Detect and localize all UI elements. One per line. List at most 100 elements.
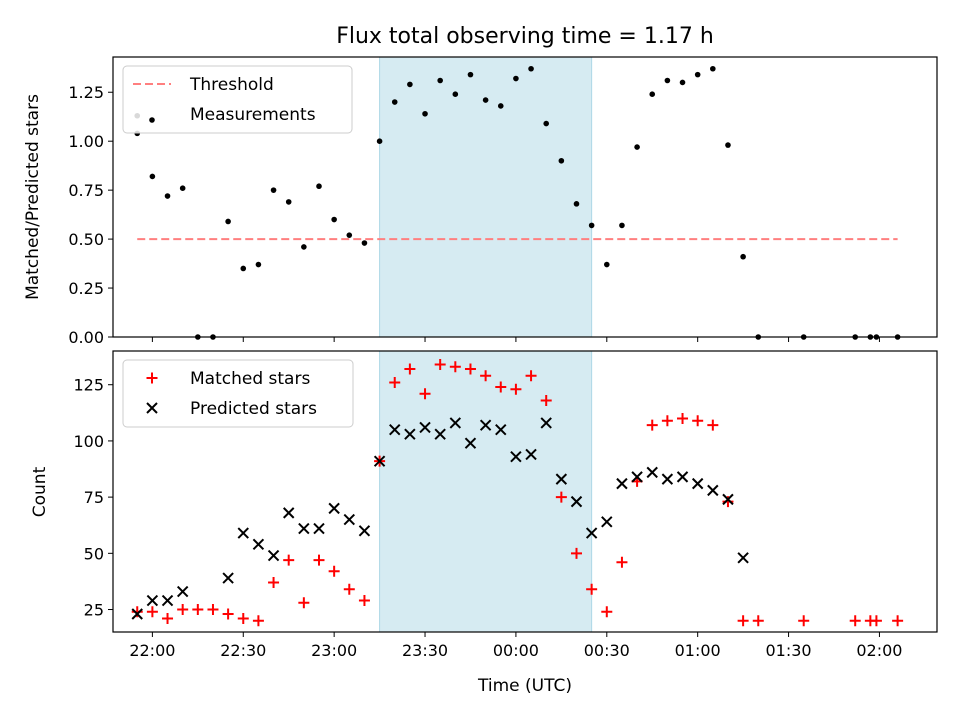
matched-stars-point bbox=[464, 363, 476, 375]
matched-stars-point bbox=[449, 361, 461, 373]
predicted-stars-point bbox=[146, 594, 159, 607]
x-tick-label: 02:00 bbox=[856, 641, 902, 660]
predicted-stars-point bbox=[282, 507, 295, 519]
measurement-point bbox=[603, 261, 610, 268]
measurement-point bbox=[376, 138, 383, 144]
matched-stars-point bbox=[540, 394, 552, 406]
predicted-stars-point bbox=[419, 421, 431, 434]
matched-stars-point bbox=[328, 565, 340, 577]
predicted-stars-point bbox=[691, 477, 704, 490]
predicted-stars-point bbox=[510, 450, 522, 463]
matched-stars-point bbox=[586, 583, 598, 595]
bottom-observing-window bbox=[379, 350, 593, 633]
measurement-point bbox=[634, 144, 640, 150]
top-legend bbox=[122, 65, 353, 134]
measurement-point bbox=[346, 232, 353, 238]
x-tick-label: 22:00 bbox=[129, 641, 175, 660]
measurement-point bbox=[588, 222, 595, 229]
measurement-point bbox=[482, 97, 489, 103]
predicted-stars-point bbox=[222, 572, 234, 584]
measurement-point bbox=[619, 222, 625, 229]
bottom-y-tick-label: 75 bbox=[84, 488, 104, 507]
predicted-stars-point bbox=[570, 495, 583, 508]
measurement-point bbox=[649, 91, 656, 98]
matched-stars-point bbox=[571, 547, 582, 559]
matched-stars-point bbox=[677, 412, 689, 424]
matched-stars-point bbox=[404, 363, 416, 375]
measurement-point bbox=[391, 99, 398, 105]
legend-label-matched-stars: Matched stars bbox=[190, 369, 310, 389]
predicted-stars-point bbox=[343, 513, 356, 526]
measurement-point bbox=[361, 240, 368, 246]
predicted-stars-point bbox=[631, 471, 643, 483]
matched-stars-point bbox=[434, 358, 446, 370]
legend-matched-swatch bbox=[146, 372, 158, 384]
matched-stars-point bbox=[692, 415, 704, 427]
predicted-stars-point bbox=[555, 473, 568, 485]
matched-stars-point bbox=[313, 554, 325, 566]
matched-stars-point bbox=[268, 577, 280, 589]
predicted-stars-point bbox=[676, 471, 689, 483]
measurement-point bbox=[740, 253, 746, 260]
top-y-axis-label: Matched/Predicted stars bbox=[23, 94, 43, 300]
matched-stars-point bbox=[343, 583, 355, 595]
predicted-stars-point bbox=[328, 502, 340, 515]
matched-stars-point bbox=[510, 383, 522, 395]
legend-measurements-swatch bbox=[149, 117, 155, 123]
predicted-stars-point bbox=[661, 473, 674, 485]
x-tick-label: 00:00 bbox=[493, 641, 539, 660]
matched-stars-point bbox=[752, 615, 764, 627]
matched-stars-point bbox=[162, 613, 174, 625]
predicted-stars-point bbox=[267, 549, 280, 562]
predicted-stars-point bbox=[646, 466, 658, 479]
measurement-point bbox=[452, 91, 459, 98]
measurement-point bbox=[437, 77, 443, 84]
predicted-stars-point bbox=[737, 552, 749, 564]
x-tick-label: 01:00 bbox=[675, 641, 721, 660]
matched-stars-point bbox=[737, 615, 749, 627]
matched-stars-point bbox=[646, 419, 658, 431]
measurement-point bbox=[164, 193, 171, 199]
predicted-stars-point bbox=[161, 594, 174, 607]
predicted-stars-point bbox=[389, 423, 401, 436]
matched-stars-point bbox=[601, 606, 613, 618]
measurement-point bbox=[179, 185, 186, 191]
predicted-stars-point bbox=[479, 419, 492, 431]
predicted-stars-point bbox=[252, 538, 265, 551]
legend-label-measurements: Measurements bbox=[190, 105, 316, 125]
matched-stars-point bbox=[252, 615, 264, 627]
measurement-point bbox=[149, 173, 156, 180]
matched-stars-point bbox=[237, 613, 249, 625]
x-tick-label: 01:30 bbox=[766, 641, 812, 660]
matched-stars-point bbox=[131, 606, 143, 618]
matched-stars-point bbox=[495, 381, 507, 393]
matched-stars-point bbox=[616, 556, 628, 568]
bottom-y-tick-label: 25 bbox=[84, 601, 104, 620]
bottom-legend bbox=[122, 359, 354, 428]
measurement-point bbox=[725, 142, 731, 148]
bottom-panel-counts: Count 25 50 75 100 125 22:00 22:30 23:00 23:30 00… bbox=[30, 350, 938, 660]
legend-label-predicted-stars: Predicted stars bbox=[190, 399, 317, 419]
measurement-point bbox=[497, 103, 504, 109]
measurement-point bbox=[331, 216, 337, 223]
measurement-point bbox=[679, 79, 686, 86]
measurement-point bbox=[240, 265, 247, 272]
matched-stars-point bbox=[283, 554, 295, 566]
predicted-stars-point bbox=[601, 516, 613, 528]
predicted-stars-point bbox=[176, 585, 189, 598]
top-axes-frame bbox=[112, 56, 938, 338]
bottom-axes-frame bbox=[112, 350, 938, 633]
bottom-y-tick-label: 125 bbox=[73, 376, 104, 395]
matched-stars-point bbox=[525, 370, 537, 382]
predicted-stars-point bbox=[449, 417, 462, 429]
bottom-y-tick-label: 100 bbox=[73, 432, 104, 451]
matched-stars-point bbox=[892, 615, 904, 627]
measurement-point bbox=[664, 77, 671, 84]
matched-stars-point bbox=[480, 370, 492, 382]
measurement-point bbox=[270, 187, 277, 193]
matched-stars-point bbox=[870, 615, 882, 627]
figure-title: Flux total observing time = 1.17 h bbox=[336, 24, 714, 49]
predicted-stars-point bbox=[707, 484, 719, 497]
legend-predicted-swatch bbox=[146, 402, 158, 414]
